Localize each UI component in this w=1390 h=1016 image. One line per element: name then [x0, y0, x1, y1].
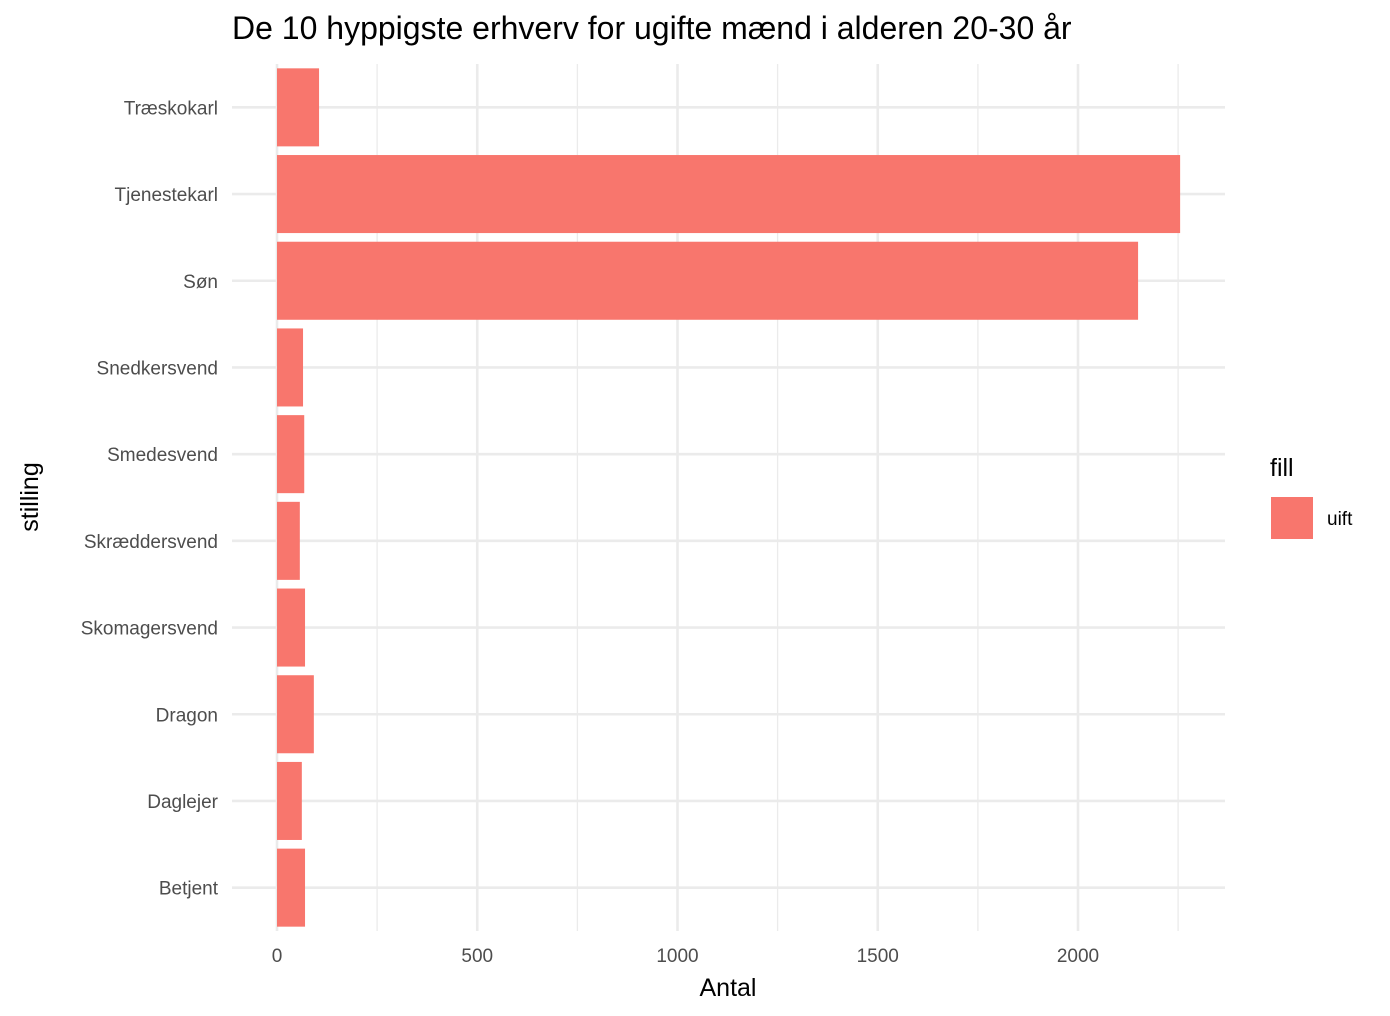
bar-snedkersvend [277, 328, 304, 407]
x-tick-label: 1000 [656, 946, 698, 967]
bar-smedesvend [277, 415, 305, 494]
bar-søn [277, 241, 1139, 320]
x-tick-labels: 0 500 1000 1500 2000 [272, 946, 1099, 967]
y-axis-title: stilling [16, 462, 44, 531]
bars [277, 68, 1181, 927]
legend-title: fill [1270, 454, 1294, 482]
y-tick-label: Betjent [159, 879, 219, 900]
chart-title: De 10 hyppigste erhverv for ugifte mænd … [232, 10, 1072, 46]
y-tick-label: Skomagersvend [81, 619, 218, 640]
x-tick-label: 0 [272, 946, 283, 967]
bar-træskokarl [277, 68, 320, 147]
x-tick-label: 1500 [857, 946, 899, 967]
legend-key-uift [1271, 497, 1313, 539]
bar-skræddersvend [277, 501, 300, 580]
y-tick-label: Skræddersvend [84, 532, 218, 553]
y-tick-label: Snedkersvend [97, 358, 218, 379]
x-tick-label: 2000 [1057, 946, 1099, 967]
legend-label-uift: uift [1327, 509, 1353, 530]
x-tick-label: 500 [461, 946, 493, 967]
y-tick-label: Dragon [156, 705, 218, 726]
legend: fill uift [1270, 454, 1353, 539]
y-tick-label: Tjenestekarl [115, 185, 219, 206]
bar-betjent [277, 848, 306, 927]
y-tick-label: Smedesvend [107, 445, 218, 466]
bar-dragon [277, 675, 314, 754]
y-tick-label: Daglejer [147, 792, 218, 813]
y-tick-label: Søn [183, 272, 218, 293]
x-axis-title: Antal [700, 974, 757, 1002]
y-tick-labels: Betjent Daglejer Dragon Skomagersvend Skrædd… [81, 98, 219, 899]
bar-tjenestekarl [277, 155, 1181, 234]
bar-skomagersvend [277, 588, 306, 667]
bar-daglejer [277, 761, 302, 840]
y-tick-label: Træskokarl [124, 98, 218, 119]
